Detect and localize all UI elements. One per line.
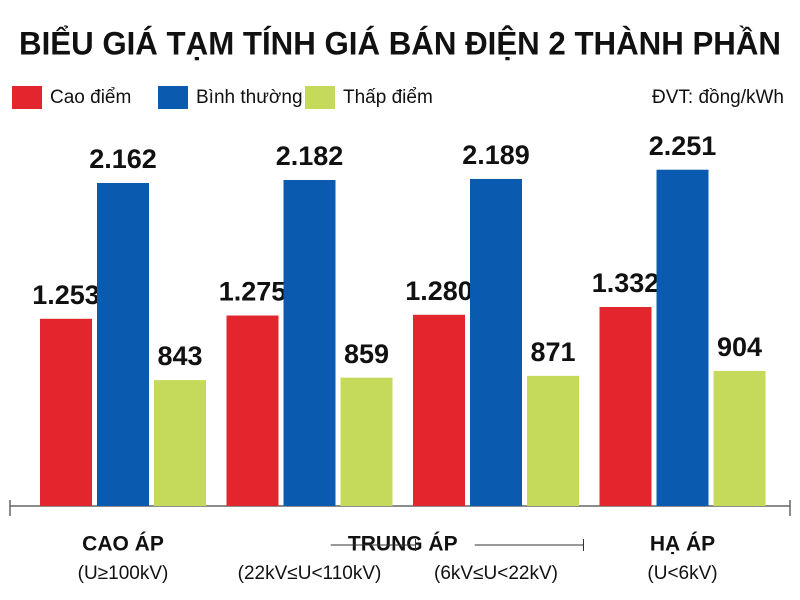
category-label: (U<6kV) [647,563,717,584]
bar [283,180,336,506]
value-label: 904 [717,332,762,362]
bar [470,178,522,507]
value-label: 1.280 [405,276,473,306]
chart-title: BIỂU GIÁ TẠM TÍNH GIÁ BÁN ĐIỆN 2 THÀNH P… [19,25,781,61]
bar [713,370,766,506]
value-label: 1.253 [32,280,100,310]
category-label: (22kV≤U<110kV) [238,563,382,584]
category-label: (U≥100kV) [78,563,169,584]
bar [656,169,709,506]
legend-swatch [305,86,335,109]
category-label: (6kV≤U<22kV) [434,563,558,584]
bar [527,375,579,506]
value-label: 1.275 [219,277,287,307]
bar [97,182,149,506]
value-label: 843 [157,341,202,371]
value-label: 2.162 [89,144,157,174]
bar [413,314,465,506]
legend-label: Cao điểm [50,87,131,108]
value-label: 859 [344,339,389,369]
bar [154,380,206,506]
group-label: HẠ ÁP [650,533,715,556]
legend-swatch [158,86,188,109]
bar [599,306,652,506]
unit-note: ĐVT: đồng/kWh [652,87,784,108]
value-label: 2.182 [276,141,344,171]
legend-label: Bình thường [196,87,303,108]
group-label: TRUNG ÁP [348,533,458,556]
group-label: CAO ÁP [82,533,164,556]
bar [340,377,393,506]
value-label: 2.189 [462,140,530,170]
value-label: 2.251 [649,131,717,161]
legend-label: Thấp điểm [343,87,433,108]
legend-swatch [12,86,42,109]
bar [226,315,279,506]
value-label: 871 [530,337,575,367]
value-label: 1.332 [592,268,660,298]
bar [40,318,92,506]
